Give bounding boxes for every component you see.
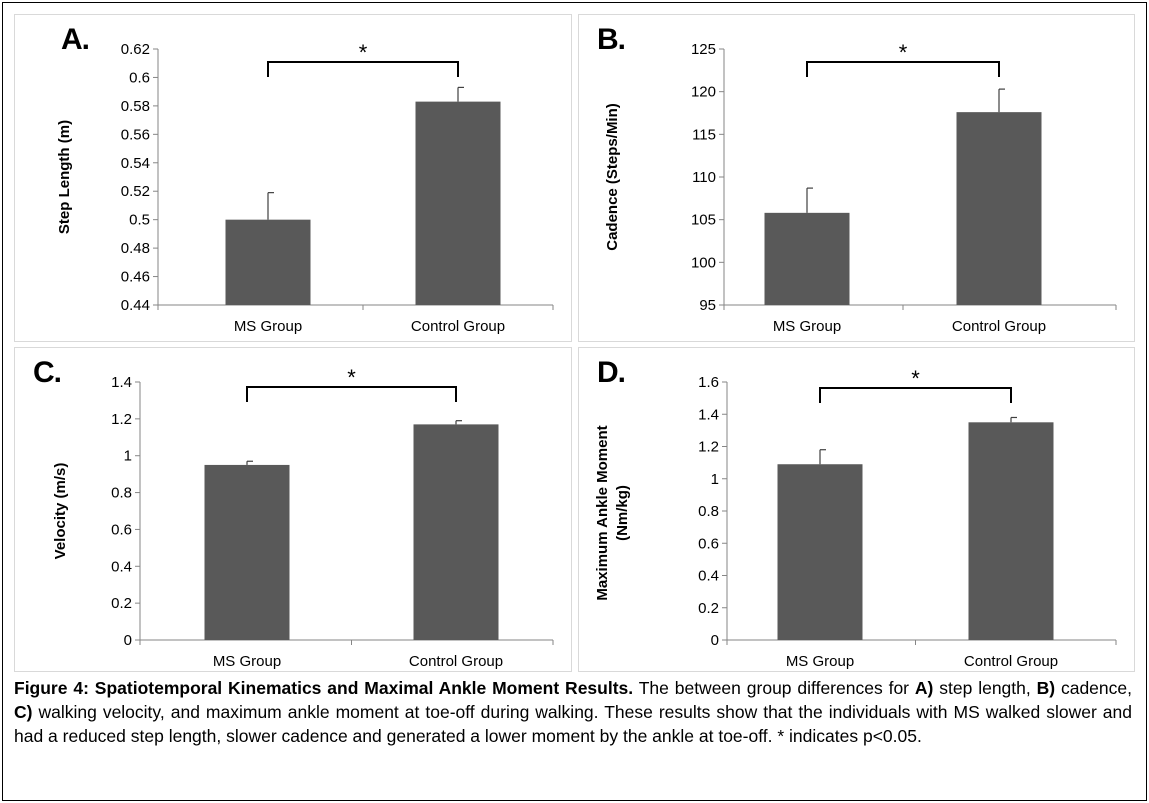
bar-ms-group [204, 464, 290, 640]
caption-label-b: B) [1036, 678, 1056, 698]
caption-text-3: cadence, [1055, 678, 1132, 698]
figure-caption: Figure 4: Spatiotemporal Kinematics and … [14, 676, 1132, 748]
category-label: Control Group [964, 653, 1058, 670]
y-tick-label: 105 [691, 212, 716, 229]
bar-control-group [956, 112, 1042, 305]
y-tick-label: 1 [124, 448, 132, 465]
panel-letter: D. [597, 356, 625, 389]
ankle-moment-chart: D. 0 0.2 0.4 0.6 0.8 1 1.2 1.4 1.6 MS Group Control… [594, 356, 1117, 670]
bar-ms-group [225, 219, 311, 305]
y-tick-label: 0.46 [121, 269, 150, 286]
caption-text-2: step length, [933, 678, 1037, 698]
y-tick-label: 0.44 [121, 297, 150, 314]
y-tick-label: 0.56 [121, 126, 150, 143]
y-tick-label: 0.48 [121, 240, 150, 257]
y-tick-label: 0.6 [129, 69, 150, 86]
panel-a-step-length: A. 0.44 0.46 0.48 0.5 0.52 0.54 0.56 0.58 0.6 0.62… [14, 14, 572, 342]
y-tick-label: 120 [691, 84, 716, 101]
panel-letter: C. [33, 356, 61, 389]
y-tick-label: 0.54 [121, 155, 150, 172]
y-tick-label: 95 [699, 297, 716, 314]
y-axis-title-line2: (Nm/kg) [614, 485, 631, 541]
y-axis-title: Step Length (m) [56, 120, 73, 234]
y-tick-label: 1.2 [111, 411, 132, 428]
y-axis-title: Velocity (m/s) [52, 463, 69, 560]
panel-d-ankle-moment: D. 0 0.2 0.4 0.6 0.8 1 1.2 1.4 1.6 MS Group Control… [578, 347, 1135, 672]
y-tick-label: 0.8 [111, 485, 132, 502]
y-tick-label: 0.2 [698, 600, 719, 617]
y-tick-label: 0.58 [121, 98, 150, 115]
panel-b-cadence: B. 95 100 105 110 115 120 125 MS Group Control Gr… [578, 14, 1135, 342]
significance-bracket [267, 61, 459, 77]
y-tick-label: 1.4 [111, 374, 132, 391]
caption-label-c: C) [14, 702, 33, 722]
caption-label-a: A) [914, 678, 934, 698]
y-tick-label: 110 [692, 169, 716, 186]
bar-ms-group [777, 464, 863, 640]
y-tick-label: 1.4 [698, 406, 719, 423]
caption-text-4: walking velocity, and maximum ankle mome… [14, 702, 1132, 746]
y-tick-label: 0.2 [111, 595, 132, 612]
y-tick-label: 0.6 [111, 521, 132, 538]
step-length-chart: A. 0.44 0.46 0.48 0.5 0.52 0.54 0.56 0.58 0.6 0.62… [56, 23, 554, 335]
y-tick-label: 115 [692, 126, 716, 143]
category-label: Control Group [409, 653, 503, 670]
panel-c-velocity: C. 0 0.2 0.4 0.6 0.8 1 1.2 1.4 MS Group Control Gr… [14, 347, 572, 672]
bar-ms-group [764, 212, 850, 305]
category-label: MS Group [773, 318, 841, 335]
bar-control-group [415, 101, 501, 305]
y-tick-label: 0 [124, 632, 132, 649]
y-tick-label: 0.62 [121, 41, 150, 58]
category-label: MS Group [234, 318, 302, 335]
y-tick-label: 0.5 [129, 212, 150, 229]
category-label: Control Group [411, 318, 505, 335]
significance-bracket [819, 387, 1012, 403]
y-tick-label: 0.52 [121, 183, 150, 200]
y-tick-label: 0.4 [698, 568, 719, 585]
panel-letter: B. [597, 23, 625, 56]
bar-control-group [413, 424, 499, 640]
y-tick-label: 1.2 [698, 439, 719, 456]
significance-marker: * [899, 40, 908, 65]
panel-letter: A. [61, 23, 89, 56]
significance-bracket [246, 386, 457, 402]
y-tick-label: 1 [711, 471, 719, 488]
caption-text-1: The between group differences for [633, 678, 915, 698]
significance-bracket [806, 61, 1000, 77]
significance-marker: * [347, 365, 356, 390]
y-tick-label: 0.6 [698, 535, 719, 552]
significance-marker: * [359, 40, 368, 65]
y-axis-title: Cadence (Steps/Min) [604, 103, 621, 251]
y-tick-label: 0.8 [698, 503, 719, 520]
caption-title: Figure 4: Spatiotemporal Kinematics and … [14, 678, 634, 698]
y-tick-label: 100 [691, 254, 716, 271]
y-axis-title: Maximum Ankle Moment [594, 425, 611, 600]
y-tick-label: 0.4 [111, 558, 132, 575]
significance-marker: * [911, 366, 920, 391]
category-label: MS Group [213, 653, 281, 670]
bar-control-group [968, 422, 1054, 640]
category-label: Control Group [952, 318, 1046, 335]
y-tick-label: 125 [691, 41, 716, 58]
cadence-chart: B. 95 100 105 110 115 120 125 MS Group Control Gr… [597, 23, 1117, 335]
category-label: MS Group [786, 653, 854, 670]
y-tick-label: 1.6 [698, 374, 719, 391]
velocity-chart: C. 0 0.2 0.4 0.6 0.8 1 1.2 1.4 MS Group Control Gr… [33, 356, 554, 670]
y-tick-label: 0 [711, 632, 719, 649]
